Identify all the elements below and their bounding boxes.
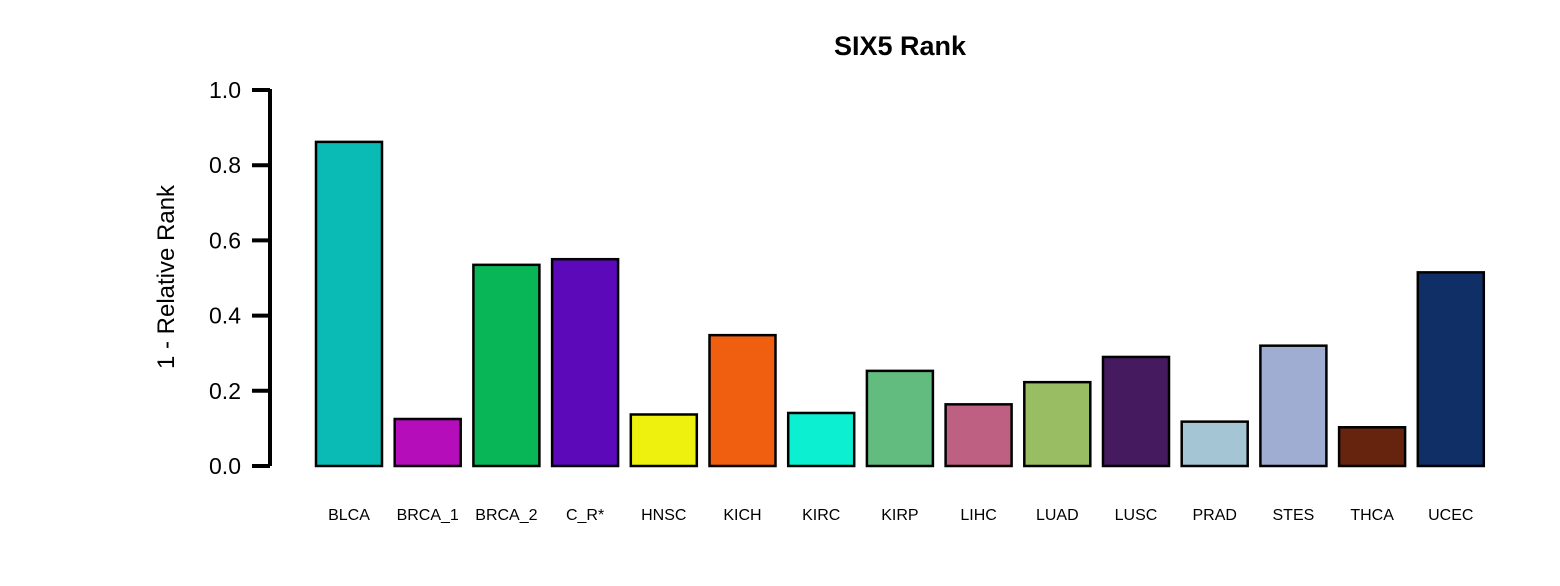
bar-kich <box>708 333 777 468</box>
chart-title: SIX5 Rank <box>834 31 967 61</box>
y-tick-label: 0.8 <box>209 152 241 178</box>
y-tick-label: 0.0 <box>209 453 241 479</box>
bar-lihc <box>944 403 1013 468</box>
bar-lusc <box>1101 355 1171 468</box>
bar-blca <box>314 140 384 468</box>
x-tick-label: UCEC <box>1428 507 1473 524</box>
y-tick-label: 0.6 <box>209 227 241 253</box>
bar-prad <box>1180 420 1249 468</box>
x-tick-label: STES <box>1273 507 1315 524</box>
x-tick-label: THCA <box>1350 507 1394 524</box>
y-tick-label: 0.2 <box>209 378 241 404</box>
x-tick-label: BLCA <box>328 507 370 524</box>
bar-luad <box>1023 380 1092 468</box>
x-tick-label: LUAD <box>1036 507 1079 524</box>
bar-ucec <box>1416 271 1486 468</box>
bars <box>314 140 1486 468</box>
bar-hnsc <box>629 413 699 468</box>
bar-stes <box>1259 344 1328 468</box>
x-tick-label: PRAD <box>1192 507 1236 524</box>
x-axis-tick-labels: BLCA BRCA_1 BRCA_2 C_R* HNSC KICH KIRC KIRP LIHC… <box>328 507 1473 524</box>
bar-kirp <box>865 369 935 468</box>
x-tick-label: LUSC <box>1115 507 1158 524</box>
bar-thca <box>1337 426 1407 468</box>
bar-brca-2 <box>472 263 541 468</box>
x-tick-label: HNSC <box>641 507 686 524</box>
bar-c-r- <box>550 257 620 468</box>
y-axis-ticks: 0.0 0.2 0.4 0.6 0.8 1.0 <box>209 77 270 479</box>
y-tick-label: 0.4 <box>209 303 241 329</box>
bar-brca-1 <box>393 417 462 468</box>
y-axis-label: 1 - Relative Rank <box>153 184 180 369</box>
x-tick-label: C_R* <box>566 507 604 524</box>
x-tick-label: BRCA_1 <box>397 507 459 524</box>
x-tick-label: KIRP <box>881 507 918 524</box>
x-tick-label: KICH <box>723 507 761 524</box>
bar-kirc <box>786 411 856 468</box>
x-tick-label: BRCA_2 <box>475 507 537 524</box>
x-tick-label: LIHC <box>960 507 996 524</box>
x-tick-label: KIRC <box>802 507 840 524</box>
y-tick-label: 1.0 <box>209 77 241 103</box>
